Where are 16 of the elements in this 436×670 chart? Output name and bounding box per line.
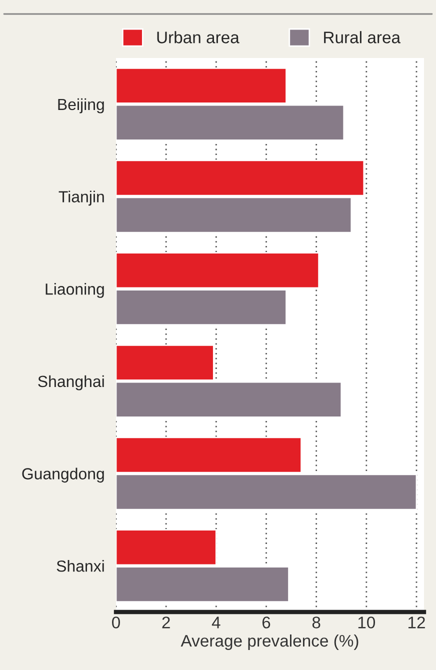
x-tick-label: 6 <box>262 616 270 628</box>
x-tick-label: 10 <box>358 616 376 628</box>
x-tick-label: 8 <box>312 616 320 628</box>
y-tick-label: Liaoning <box>46 283 104 298</box>
x-tick-label: 0 <box>112 616 120 628</box>
x-tick-label: 2 <box>162 616 170 628</box>
y-tick-label: Beijing <box>58 98 104 114</box>
y-tick-label: Shanxi <box>56 560 104 572</box>
x-axis-title: Average prevalence (%) <box>180 634 358 650</box>
y-tick-label: Tianjin <box>58 190 104 206</box>
legend-label: Urban area <box>157 31 240 44</box>
x-tick-label: 12 <box>408 616 425 628</box>
legend-label: Rural area <box>324 31 401 44</box>
y-tick-label: Shanghai <box>38 375 104 390</box>
x-tick-label: 4 <box>212 616 220 628</box>
y-tick-label: Guangdong <box>22 468 104 483</box>
